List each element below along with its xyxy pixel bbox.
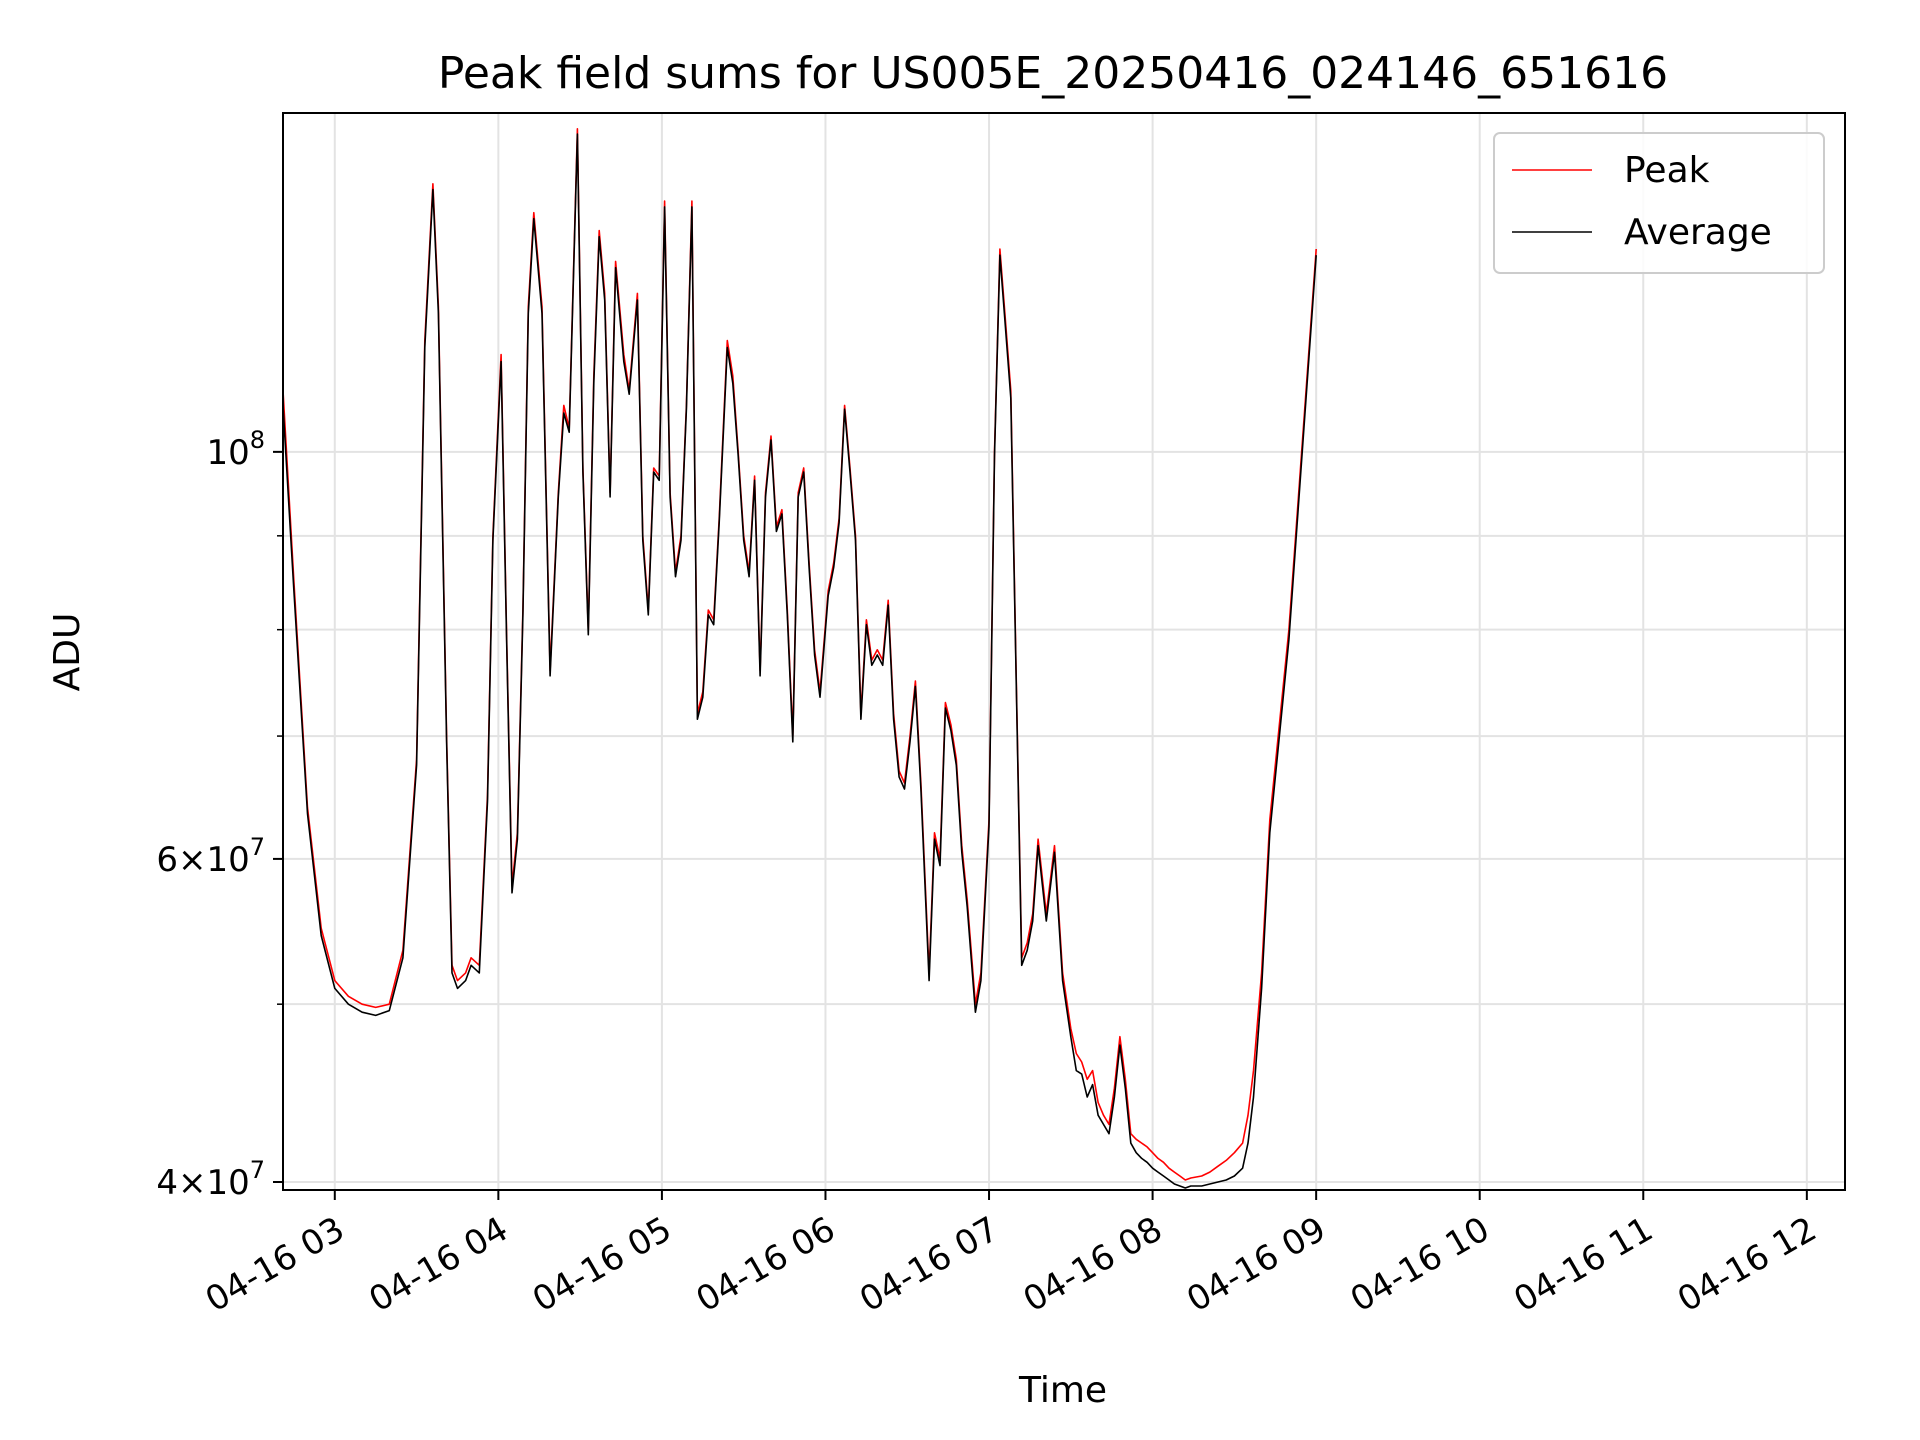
x-axis-label: Time (1018, 1370, 1107, 1411)
y-tick-label: 108 (206, 426, 265, 473)
x-axis-ticks: 04-16 03 04-16 04 04-16 05 04-16 06 04-16 07… (199, 1190, 1823, 1320)
x-tick-label: 04-16 07 (853, 1209, 1005, 1320)
x-tick-label: 04-16 11 (1507, 1209, 1659, 1320)
y-tick-label: 4×107 (156, 1156, 265, 1203)
x-tick-label: 04-16 03 (199, 1209, 351, 1320)
plot-lines (283, 128, 1317, 1189)
x-tick-label: 04-16 04 (362, 1209, 514, 1320)
x-tick-label: 04-16 10 (1344, 1209, 1496, 1320)
x-tick-label: 04-16 08 (1017, 1209, 1169, 1320)
legend: Peak Average (1493, 132, 1825, 274)
y-axis-label: ADU (47, 613, 88, 692)
legend-box (1493, 132, 1825, 274)
legend-label: Peak (1624, 150, 1710, 191)
y-axis-ticks: 4×107 6×107 108 (156, 426, 283, 1203)
y-tick-label: 6×107 (156, 833, 265, 880)
x-tick-label: 04-16 09 (1180, 1209, 1332, 1320)
series-line-average (283, 133, 1317, 1189)
grid (283, 113, 1845, 1190)
plot-area-frame (282, 112, 1846, 1191)
x-tick-label: 04-16 05 (526, 1209, 678, 1320)
x-tick-label: 04-16 06 (690, 1209, 842, 1320)
chart-title: Peak field sums for US005E_20250416_0241… (438, 48, 1668, 99)
legend-label: Average (1624, 212, 1772, 253)
x-tick-label: 04-16 12 (1671, 1209, 1823, 1320)
